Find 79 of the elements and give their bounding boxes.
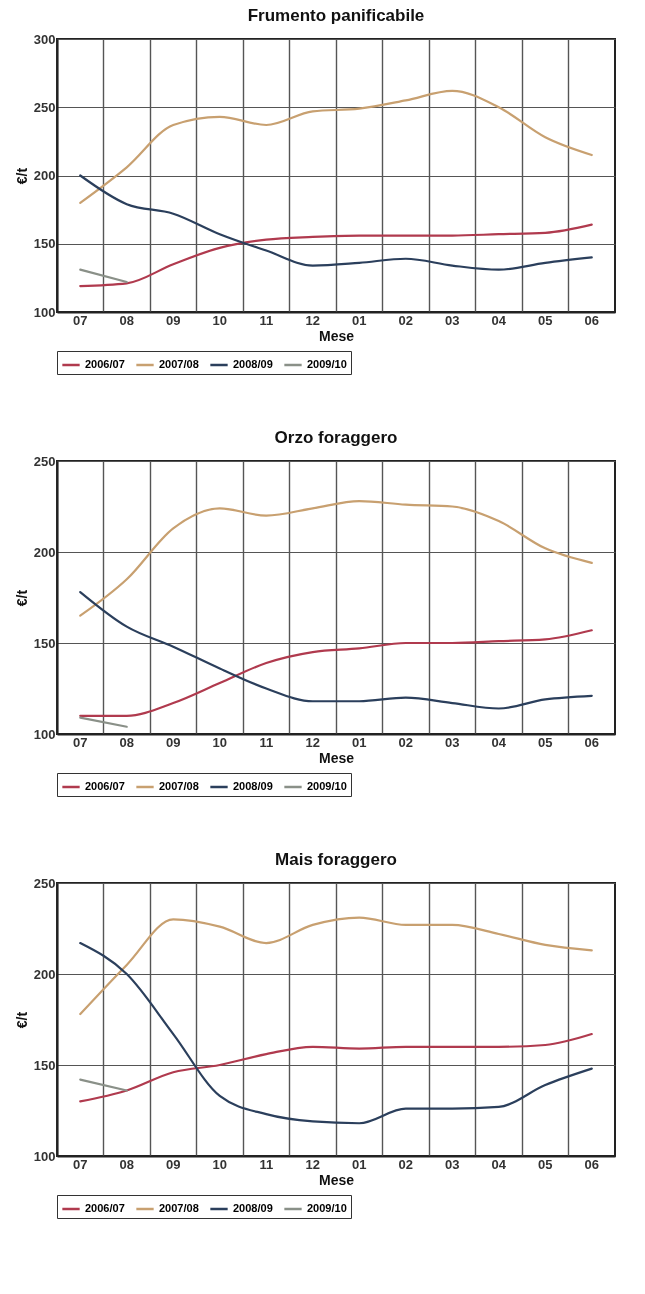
y-tick-label: 200 xyxy=(33,168,56,183)
x-axis-title: Mese xyxy=(318,1171,355,1188)
x-tick-label: 02 xyxy=(398,734,413,750)
legend-label: 2007/08 xyxy=(159,780,199,792)
line-series xyxy=(79,629,593,717)
x-tick-label: 07 xyxy=(73,1156,88,1172)
line-series xyxy=(79,499,593,617)
y-tick-label: 100 xyxy=(33,1148,56,1164)
x-tick-label: 08 xyxy=(119,1156,134,1172)
y-tick-label: 250 xyxy=(33,453,56,469)
x-tick-label: 03 xyxy=(445,734,460,750)
line-series xyxy=(79,916,593,1016)
y-axis-title: €/t xyxy=(13,589,30,607)
y-tick-label: 150 xyxy=(33,635,56,651)
x-tick-label: 05 xyxy=(538,734,553,750)
line-series xyxy=(79,590,593,710)
line-series xyxy=(79,89,593,204)
legend-label: 2008/09 xyxy=(233,358,273,370)
chart-title: Frumento panificabile xyxy=(247,6,425,25)
x-tick-label: 12 xyxy=(305,1156,320,1172)
legend-label: 2006/07 xyxy=(85,358,125,370)
x-tick-label: 08 xyxy=(119,312,134,328)
chart-title: Orzo foraggero xyxy=(274,428,398,447)
chart-title: Mais foraggero xyxy=(275,850,397,869)
legend-label: 2008/09 xyxy=(233,1202,273,1214)
line-series xyxy=(79,174,593,271)
legend-label: 2006/07 xyxy=(85,1202,125,1214)
x-tick-label: 03 xyxy=(445,312,460,328)
y-tick-label: 100 xyxy=(33,726,56,742)
legend-label: 2006/07 xyxy=(85,780,125,792)
legend-label: 2007/08 xyxy=(159,1202,199,1214)
x-tick-label: 04 xyxy=(491,1156,507,1172)
x-tick-label: 02 xyxy=(398,1156,413,1172)
legend-label: 2008/09 xyxy=(233,780,273,792)
x-tick-label: 03 xyxy=(445,1156,460,1172)
line-series xyxy=(79,1032,593,1103)
y-tick-label: 250 xyxy=(33,99,56,115)
x-tick-label: 11 xyxy=(259,734,274,750)
y-axis-title: €/t xyxy=(13,167,30,185)
y-tick-label: 250 xyxy=(33,875,56,891)
y-tick-label: 200 xyxy=(33,966,56,982)
x-axis-title: Mese xyxy=(318,749,355,766)
x-tick-label: 08 xyxy=(119,734,134,750)
legend-label: 2009/10 xyxy=(307,358,347,370)
legend-label: 2009/10 xyxy=(307,780,347,792)
y-axis-title: €/t xyxy=(13,1011,30,1029)
x-tick-label: 01 xyxy=(352,734,367,750)
legend-label: 2007/08 xyxy=(159,358,199,370)
x-axis-title: Mese xyxy=(318,327,355,344)
legend-label: 2009/10 xyxy=(307,1202,347,1214)
x-tick-label: 09 xyxy=(166,312,181,328)
x-tick-label: 05 xyxy=(538,1156,553,1172)
x-tick-label: 09 xyxy=(166,1156,181,1172)
x-tick-label: 05 xyxy=(538,312,553,328)
y-tick-label: 300 xyxy=(33,31,56,47)
x-tick-label: 12 xyxy=(305,312,320,328)
y-tick-label: 150 xyxy=(33,1057,56,1073)
x-tick-label: 10 xyxy=(212,1156,227,1172)
x-tick-label: 04 xyxy=(491,734,507,750)
x-tick-label: 07 xyxy=(73,312,88,328)
y-tick-label: 100 xyxy=(33,304,56,320)
x-tick-label: 06 xyxy=(584,1156,599,1172)
x-tick-label: 09 xyxy=(166,734,181,750)
x-tick-label: 06 xyxy=(584,312,599,328)
y-tick-label: 200 xyxy=(33,544,56,560)
x-tick-label: 07 xyxy=(73,734,88,750)
x-tick-label: 10 xyxy=(212,312,227,328)
x-tick-label: 12 xyxy=(305,734,320,750)
x-tick-label: 01 xyxy=(352,312,367,328)
x-tick-label: 04 xyxy=(491,312,507,328)
x-tick-label: 10 xyxy=(212,734,227,750)
x-tick-label: 11 xyxy=(259,312,274,328)
x-tick-label: 11 xyxy=(259,1156,274,1172)
y-tick-label: 150 xyxy=(33,236,56,252)
x-tick-label: 01 xyxy=(352,1156,367,1172)
x-tick-label: 02 xyxy=(398,312,413,328)
x-tick-label: 06 xyxy=(584,734,599,750)
line-series xyxy=(79,941,593,1125)
line-series xyxy=(79,223,593,288)
